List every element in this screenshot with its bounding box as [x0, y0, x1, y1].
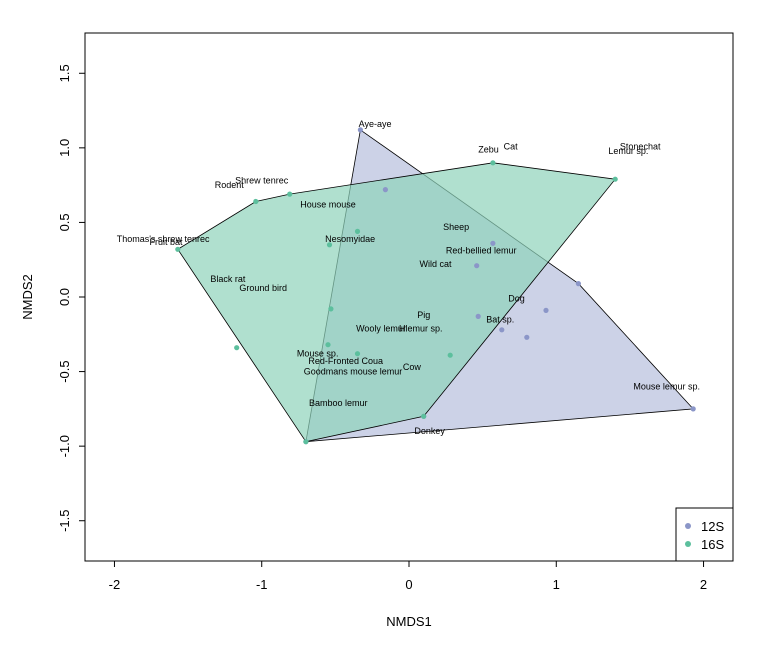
- x-tick-label: -1: [256, 577, 268, 592]
- point-16s: [287, 191, 293, 197]
- point-16s: [234, 345, 240, 351]
- point-label: Donkey: [414, 426, 445, 436]
- x-tick-label: 2: [700, 577, 707, 592]
- point-label: Mouse sp.: [297, 349, 339, 359]
- point-label: Sheep: [443, 222, 469, 232]
- point-12s: [382, 187, 388, 193]
- point-16s: [325, 342, 331, 348]
- legend-marker-12s: [685, 523, 691, 529]
- point-12s: [357, 127, 363, 133]
- point-label: Black rat: [210, 274, 246, 284]
- point-16s: [490, 160, 496, 166]
- point-label: Ground bird: [239, 283, 287, 293]
- point-12s: [575, 281, 582, 287]
- point-12s: [524, 334, 530, 340]
- hull-16s: [177, 162, 616, 443]
- point-label: Dog: [508, 294, 525, 304]
- y-tick-label: 0.5: [57, 213, 72, 231]
- point-label: Cow: [403, 362, 422, 372]
- legend-marker-16s: [685, 541, 691, 547]
- point-16s: [253, 198, 259, 205]
- point-16s: [354, 228, 361, 234]
- point-label: Pig: [417, 310, 430, 320]
- y-axis-label: NMDS2: [20, 274, 35, 320]
- legend-label-12s: 12S: [701, 519, 724, 534]
- point-16s: [328, 306, 334, 312]
- point-label: Hlemur sp.: [399, 323, 443, 333]
- point-label: Lemur sp.: [608, 146, 648, 156]
- point-16s: [303, 439, 309, 445]
- point-label: Bamboo lemur: [309, 398, 368, 408]
- point-12s: [499, 327, 505, 333]
- point-label: Shrew tenrec: [235, 176, 289, 186]
- point-label: Wooly lemur: [356, 323, 406, 333]
- y-axis: -1.5 -1.0 -0.5 0.0 0.5 1.0 1.5: [57, 64, 86, 532]
- legend: 12S 16S: [675, 507, 734, 562]
- x-tick-label: 1: [553, 577, 560, 592]
- x-axis-label: NMDS1: [386, 614, 432, 629]
- point-12s: [475, 313, 481, 319]
- y-tick-label: 0.0: [57, 288, 72, 306]
- y-tick-label: -1.5: [57, 509, 72, 531]
- point-12s: [690, 406, 696, 412]
- y-tick-label: 1.0: [57, 139, 72, 157]
- point-16s: [175, 246, 181, 252]
- point-label: Stonechat: [620, 141, 661, 151]
- point-label: Bat sp.: [486, 314, 514, 324]
- y-tick-label: -1.0: [57, 435, 72, 457]
- x-tick-label: 0: [405, 577, 412, 592]
- point-12s: [490, 240, 496, 246]
- group-hulls: [177, 129, 695, 443]
- point-label: Thomas's shrew tenrec: [117, 234, 210, 244]
- point-12s: [474, 263, 480, 269]
- point-label: Nesomyidae: [325, 234, 375, 244]
- point-label: Aye-aye: [359, 119, 392, 129]
- point-label: Rodent: [215, 180, 245, 190]
- point-label: Fruit bat: [149, 237, 183, 247]
- point-16s: [612, 176, 618, 182]
- data-points: [175, 127, 696, 445]
- point-16s: [354, 351, 361, 357]
- point-label: Goodmans mouse lemur: [304, 367, 403, 377]
- legend-box: [675, 507, 734, 562]
- point-label: Red-bellied lemur: [446, 246, 517, 256]
- point-label: Red-Fronted Coua: [308, 356, 383, 366]
- legend-label-16s: 16S: [701, 537, 724, 552]
- point-label: Wild cat: [419, 259, 452, 269]
- point-16s: [326, 242, 333, 248]
- point-label: Cat: [504, 141, 519, 151]
- point-12s: [543, 307, 549, 313]
- x-axis: -2 -1 0 1 2: [109, 560, 707, 592]
- point-label: Zebu: [478, 144, 499, 154]
- point-label: House mouse: [300, 200, 356, 210]
- y-tick-label: 1.5: [57, 64, 72, 82]
- point-label: Mouse lemur sp.: [633, 382, 700, 392]
- y-tick-label: -0.5: [57, 360, 72, 382]
- x-tick-label: -2: [109, 577, 121, 592]
- point-16s: [421, 413, 427, 419]
- point-16s: [447, 352, 453, 358]
